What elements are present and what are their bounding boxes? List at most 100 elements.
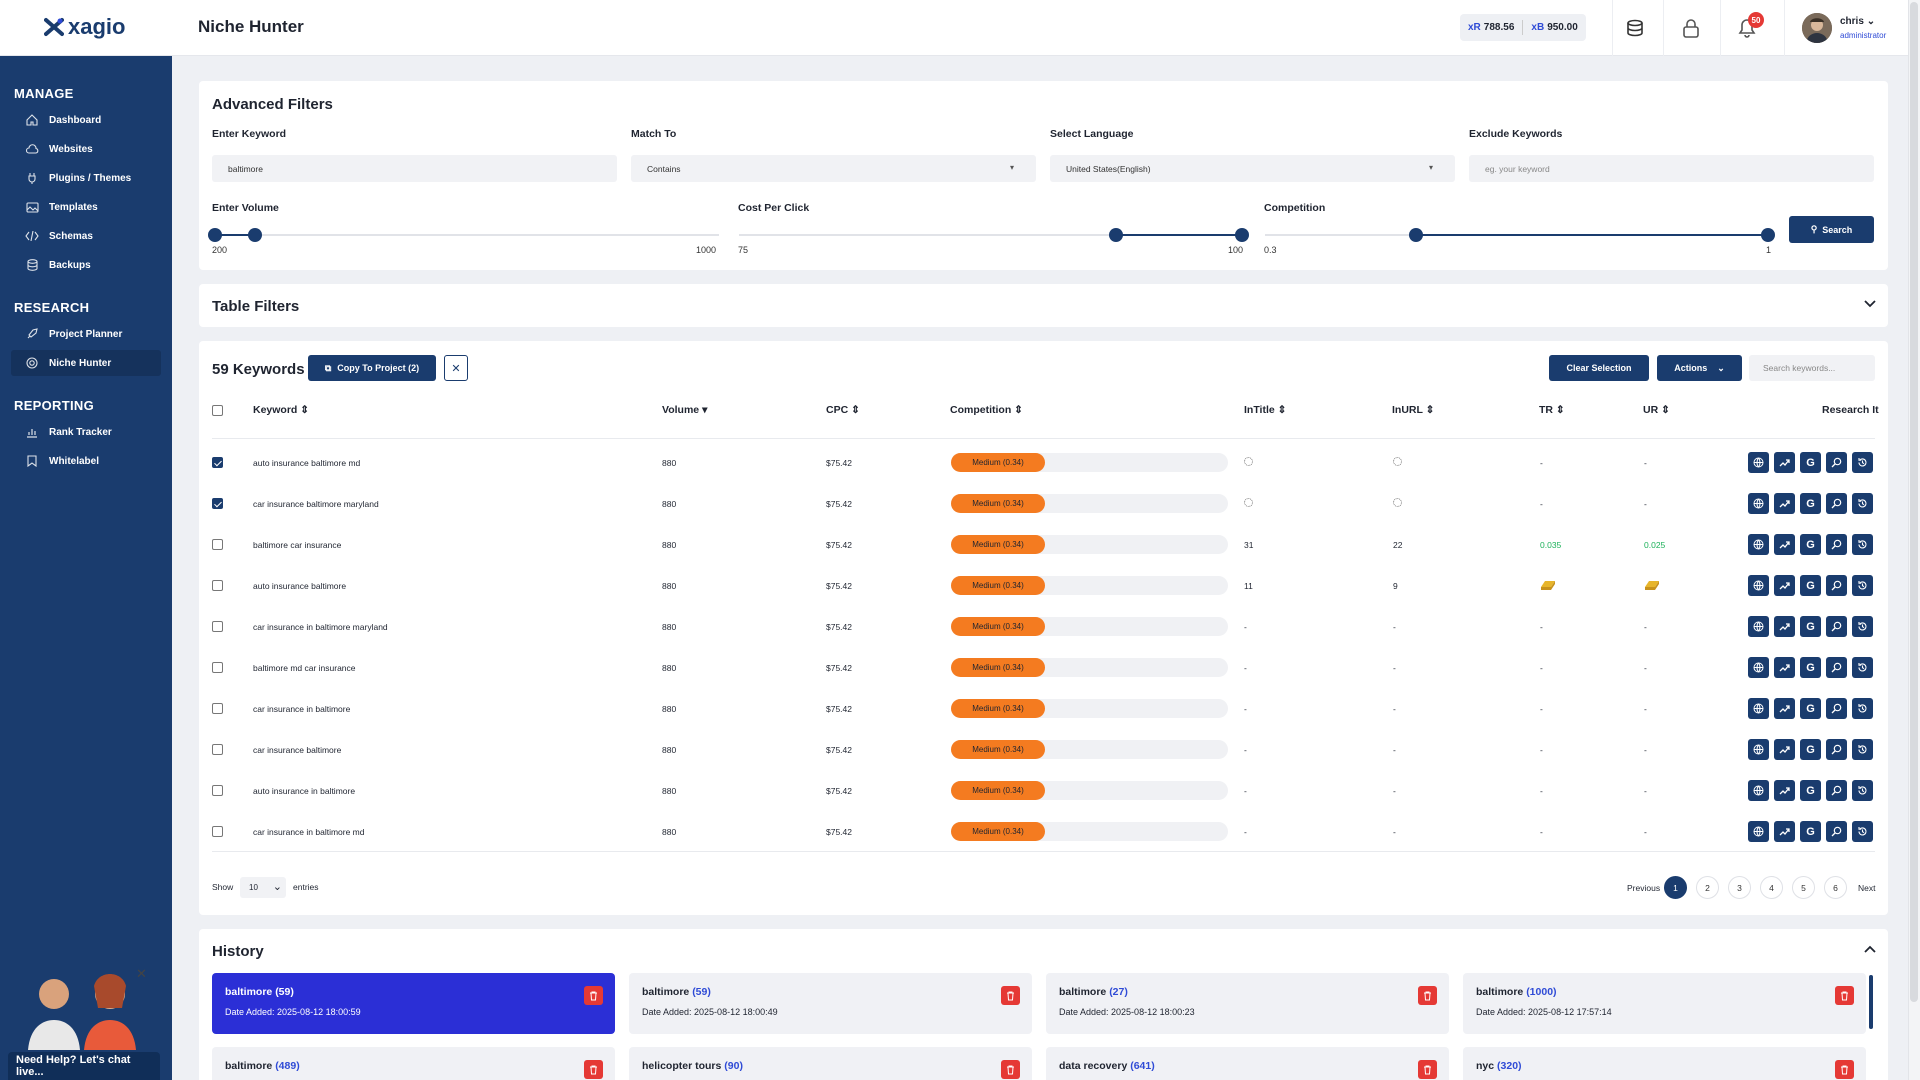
clear-selection-button[interactable]: Clear Selection [1549, 355, 1649, 381]
delete-history-button[interactable] [1418, 986, 1437, 1005]
research-magnify-icon[interactable] [1826, 452, 1847, 473]
sidebar-item-backups[interactable]: Backups [11, 252, 161, 278]
research-history-icon[interactable] [1852, 575, 1873, 596]
sidebar-item-templates[interactable]: Templates [11, 194, 161, 220]
sidebar-item-schemas[interactable]: Schemas [11, 223, 161, 249]
keyword-cell[interactable]: baltimore car insurance [253, 540, 342, 550]
table-row[interactable]: auto insurance in baltimore 880 $75.42 Medi… [199, 770, 1888, 811]
coins-icon[interactable] [1622, 15, 1648, 41]
close-icon[interactable]: ✕ [444, 355, 468, 381]
keyword-input[interactable]: baltimore [212, 155, 617, 182]
research-trend-icon[interactable] [1774, 657, 1795, 678]
delete-history-button[interactable] [584, 1060, 603, 1079]
keyword-cell[interactable]: baltimore md car insurance [253, 663, 356, 673]
avatar[interactable] [1802, 13, 1832, 43]
table-filters-panel[interactable]: Table Filters [199, 284, 1888, 327]
pagination-page-4[interactable]: 4 [1760, 876, 1783, 899]
research-trend-icon[interactable] [1774, 821, 1795, 842]
column-competition[interactable]: Competition ⇕ [950, 404, 1023, 416]
research-history-icon[interactable] [1852, 821, 1873, 842]
chevron-up-icon[interactable] [1864, 945, 1876, 953]
row-checkbox[interactable] [212, 539, 223, 550]
row-checkbox[interactable] [212, 498, 223, 509]
pagination-page-3[interactable]: 3 [1728, 876, 1751, 899]
sidebar-item-dashboard[interactable]: Dashboard [11, 107, 161, 133]
slider-min-handle[interactable] [1408, 228, 1423, 242]
keyword-cell[interactable]: auto insurance baltimore md [253, 458, 361, 468]
slider-max-handle[interactable] [1761, 228, 1775, 242]
research-magnify-icon[interactable] [1826, 657, 1847, 678]
research-magnify-icon[interactable] [1826, 616, 1847, 637]
research-globe-icon[interactable] [1748, 739, 1769, 760]
research-google-icon[interactable]: G [1800, 616, 1821, 637]
row-checkbox[interactable] [212, 621, 223, 632]
research-trend-icon[interactable] [1774, 493, 1795, 514]
research-magnify-icon[interactable] [1826, 739, 1847, 760]
research-trend-icon[interactable] [1774, 452, 1795, 473]
research-globe-icon[interactable] [1748, 698, 1769, 719]
row-checkbox[interactable] [212, 744, 223, 755]
keyword-cell[interactable]: car insurance baltimore maryland [253, 499, 379, 509]
row-checkbox[interactable] [212, 785, 223, 796]
slider-max-handle[interactable] [248, 228, 263, 242]
delete-history-button[interactable] [1835, 986, 1854, 1005]
history-card[interactable]: data recovery (641) [1046, 1047, 1449, 1080]
actions-dropdown[interactable]: Actions ⌄ [1657, 355, 1742, 381]
history-card[interactable]: baltimore (1000) Date Added: 2025-08-12 1… [1463, 973, 1866, 1034]
column-ur[interactable]: UR ⇕ [1643, 404, 1670, 416]
history-card[interactable]: baltimore (59) Date Added: 2025-08-12 18:… [629, 973, 1032, 1034]
research-globe-icon[interactable] [1748, 534, 1769, 555]
research-google-icon[interactable]: G [1800, 493, 1821, 514]
pagination-page-2[interactable]: 2 [1696, 876, 1719, 899]
research-magnify-icon[interactable] [1826, 493, 1847, 514]
column-keyword[interactable]: Keyword ⇕ [253, 404, 309, 416]
research-history-icon[interactable] [1852, 534, 1873, 555]
pagination-page-5[interactable]: 5 [1792, 876, 1815, 899]
research-trend-icon[interactable] [1774, 698, 1795, 719]
research-google-icon[interactable]: G [1800, 739, 1821, 760]
table-row[interactable]: car insurance in baltimore md 880 $75.42 Me… [199, 811, 1888, 852]
table-row[interactable]: baltimore car insurance 880 $75.42 Medium (… [199, 524, 1888, 565]
lock-icon[interactable] [1678, 15, 1704, 41]
search-keywords-input[interactable]: Search keywords... [1749, 355, 1875, 381]
row-checkbox[interactable] [212, 703, 223, 714]
research-globe-icon[interactable] [1748, 821, 1769, 842]
table-row[interactable]: car insurance in baltimore 880 $75.42 Mediu… [199, 688, 1888, 729]
slider-min-handle[interactable] [208, 228, 222, 242]
xagio-logo[interactable]: xagio [44, 14, 125, 40]
close-icon[interactable]: ✕ [136, 966, 147, 981]
research-trend-icon[interactable] [1774, 780, 1795, 801]
research-history-icon[interactable] [1852, 698, 1873, 719]
research-globe-icon[interactable] [1748, 493, 1769, 514]
pagination-next[interactable]: Next [1858, 883, 1876, 893]
research-google-icon[interactable]: G [1800, 575, 1821, 596]
delete-history-button[interactable] [584, 986, 603, 1005]
history-card[interactable]: baltimore (59) Date Added: 2025-08-12 18:… [212, 973, 615, 1034]
sidebar-item-plugins-themes[interactable]: Plugins / Themes [11, 165, 161, 191]
column-cpc[interactable]: CPC ⇕ [826, 404, 860, 416]
sidebar-item-whitelabel[interactable]: Whitelabel [11, 448, 161, 474]
table-row[interactable]: car insurance baltimore maryland 880 $75.4… [199, 483, 1888, 524]
slider-min-handle[interactable] [1109, 228, 1124, 242]
research-google-icon[interactable]: G [1800, 698, 1821, 719]
research-magnify-icon[interactable] [1826, 698, 1847, 719]
column-tr[interactable]: TR ⇕ [1539, 404, 1565, 416]
research-magnify-icon[interactable] [1826, 821, 1847, 842]
credits-display[interactable]: xR 788.56 xB 950.00 [1460, 14, 1586, 41]
support-team-image[interactable] [14, 968, 144, 1050]
exclude-keywords-input[interactable]: eg. your keyword [1469, 155, 1874, 182]
column-intitle[interactable]: InTitle ⇕ [1244, 404, 1286, 416]
delete-history-button[interactable] [1835, 1060, 1854, 1079]
pagination-page-1[interactable]: 1 [1664, 876, 1687, 899]
entries-select[interactable]: 10 ⌄ [240, 877, 286, 898]
page-scrollbar-thumb[interactable] [1910, 2, 1918, 1002]
keyword-cell[interactable]: car insurance in baltimore [253, 704, 351, 714]
sidebar-item-rank-tracker[interactable]: Rank Tracker [11, 419, 161, 445]
research-google-icon[interactable]: G [1800, 821, 1821, 842]
research-magnify-icon[interactable] [1826, 780, 1847, 801]
research-history-icon[interactable] [1852, 780, 1873, 801]
column-volume[interactable]: Volume ▾ [662, 404, 707, 416]
sidebar-item-project-planner[interactable]: Project Planner [11, 321, 161, 347]
sidebar-item-niche-hunter[interactable]: Niche Hunter [11, 350, 161, 376]
research-magnify-icon[interactable] [1826, 534, 1847, 555]
